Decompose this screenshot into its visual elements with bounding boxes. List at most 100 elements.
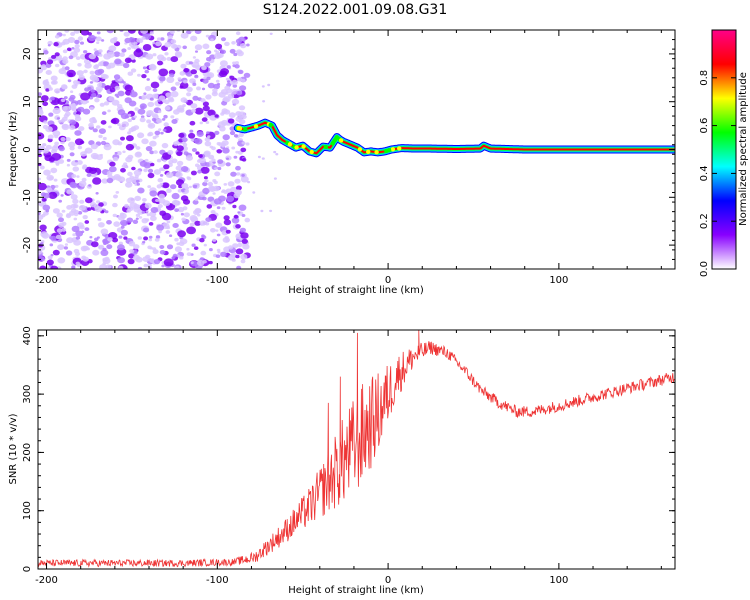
noise-blob [232, 243, 239, 249]
noise-blob [81, 230, 85, 234]
noise-blob [99, 264, 108, 269]
noise-blob [100, 120, 107, 125]
noise-blob [186, 176, 191, 180]
noise-blob [162, 128, 167, 132]
noise-blob [43, 169, 51, 176]
signal-hotspot [243, 127, 248, 132]
noise-blob [60, 118, 66, 123]
noise-blob [194, 30, 202, 35]
noise-blob [174, 208, 180, 213]
noise-blob [158, 193, 165, 199]
noise-blob [160, 131, 164, 135]
colorbar-gradient [711, 29, 737, 270]
noise-blob [231, 41, 236, 45]
noise-blob [68, 103, 77, 110]
noise-blob [231, 79, 238, 85]
noise-blob [98, 202, 104, 207]
noise-blob [159, 250, 166, 255]
y-tick-label: 0 [22, 146, 33, 152]
noise-blob [188, 132, 196, 139]
noise-blob [172, 253, 178, 258]
noise-blob [174, 265, 180, 269]
noise-blob [39, 256, 45, 261]
noise-blob [226, 65, 231, 69]
noise-blob [215, 79, 220, 83]
noise-blob [186, 226, 197, 235]
noise-blob [223, 215, 230, 221]
noise-blob [76, 70, 84, 76]
noise-blob [123, 62, 130, 69]
noise-blob [91, 93, 97, 98]
noise-blob [148, 235, 153, 239]
signal-hotspot [330, 141, 335, 146]
noise-blob [73, 47, 81, 53]
noise-blob [50, 75, 58, 82]
noise-blob [222, 237, 230, 243]
noise-blob [106, 244, 113, 250]
noise-blob [124, 203, 129, 208]
noise-blob [168, 174, 173, 178]
noise-blob [128, 113, 132, 117]
noise-blob [106, 170, 113, 176]
noise-blob [154, 238, 160, 242]
noise-blob [206, 131, 210, 135]
noise-blob [145, 254, 151, 259]
noise-blob [70, 31, 76, 36]
noise-blob [206, 50, 212, 55]
noise-blob [246, 43, 250, 47]
noise-blob [205, 217, 212, 223]
noise-blob [189, 185, 192, 189]
noise-blob [106, 220, 112, 225]
noise-blob [207, 135, 211, 139]
noise-blob [66, 163, 70, 167]
noise-blob [273, 150, 277, 154]
noise-blob [118, 235, 123, 239]
noise-blob [153, 169, 162, 175]
noise-blob [237, 77, 243, 82]
noise-blob [127, 197, 135, 204]
noise-blob [170, 39, 177, 44]
y-tick-label: -10 [22, 189, 33, 205]
noise-blob [50, 167, 58, 174]
noise-blob [191, 243, 196, 247]
noise-blob [73, 239, 81, 246]
noise-blob [54, 63, 60, 68]
noise-blob [108, 125, 112, 129]
noise-blob [169, 30, 175, 34]
noise-blob [88, 167, 97, 174]
noise-blob [219, 60, 228, 67]
noise-blob [119, 212, 125, 217]
noise-blob [40, 242, 44, 245]
noise-blob [47, 255, 53, 260]
noise-blob [91, 241, 99, 248]
noise-blob [229, 48, 236, 54]
signal-hotspot [287, 142, 293, 147]
noise-blob [232, 204, 237, 209]
noise-blob [98, 53, 103, 57]
noise-blob [237, 211, 241, 214]
snr-ticks: -200 -100 0 100 0 100 200 300 400 [22, 326, 675, 586]
noise-blob [241, 174, 245, 177]
noise-blob [160, 37, 165, 41]
noise-blob [140, 30, 148, 34]
noise-blob [185, 155, 193, 161]
noise-blob [190, 138, 194, 142]
noise-blob [156, 158, 162, 163]
noise-blob [183, 212, 190, 218]
noise-blob [176, 151, 183, 157]
noise-blob [181, 183, 189, 189]
noise-blob [60, 84, 68, 90]
noise-blob [125, 181, 133, 188]
noise-blob [77, 106, 85, 113]
noise-blob [233, 52, 238, 57]
noise-blob [194, 198, 198, 202]
noise-blob [99, 153, 103, 157]
noise-blob [53, 42, 59, 47]
noise-blob [88, 53, 97, 60]
noise-blob [179, 71, 186, 76]
noise-blob [215, 254, 221, 258]
noise-blob [60, 137, 66, 142]
colorbar-tick-label: 0.8 [699, 70, 710, 86]
noise-blob [152, 88, 158, 92]
noise-blob [92, 249, 100, 256]
